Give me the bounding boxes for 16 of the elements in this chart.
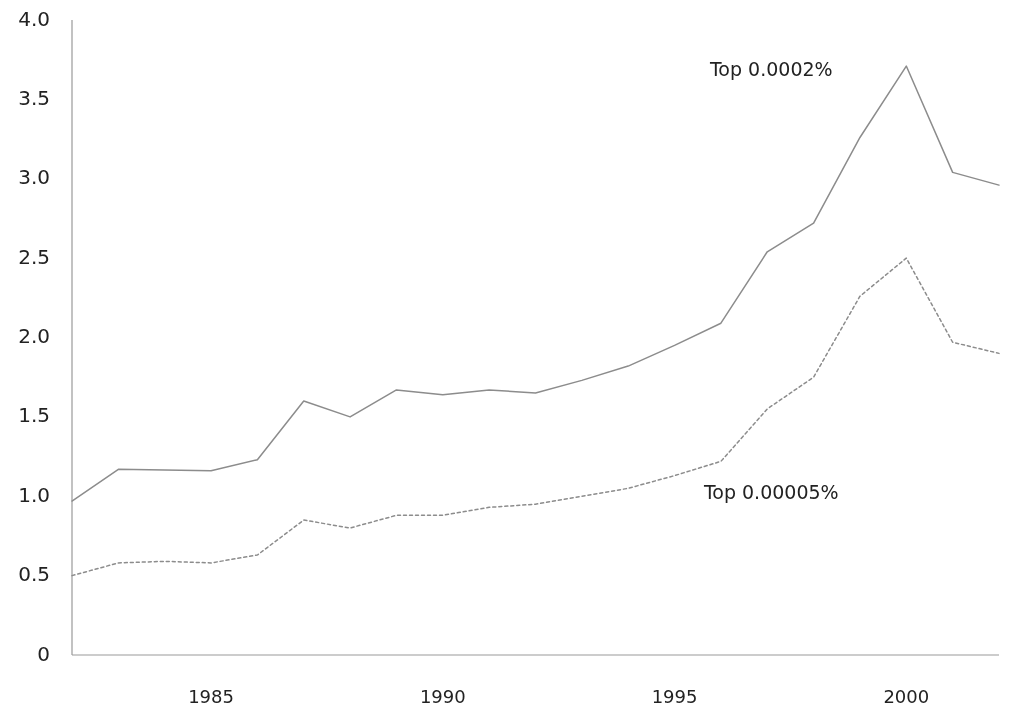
- x-tick-label: 1990: [419, 686, 466, 707]
- y-tick-label: 0: [37, 641, 50, 666]
- y-tick-label: 4.0: [18, 6, 50, 31]
- y-tick-label: 1.5: [18, 403, 50, 428]
- x-tick-label: 1985: [188, 686, 234, 707]
- text: Top 0.0002%: [708, 57, 833, 80]
- y-tick-label: 0.5: [18, 562, 50, 587]
- y-tick-label: 1.0: [18, 482, 50, 507]
- y-tick-label: 2.0: [18, 324, 50, 348]
- x-tick-label: 2000: [883, 686, 930, 707]
- line-series: [71, 257, 1000, 577]
- y-tick-label: 3.0: [18, 165, 50, 190]
- y-tick-label: 2.5: [18, 244, 50, 269]
- y-tick-label: 3.5: [18, 85, 50, 110]
- x-tick-label: 1995: [651, 686, 698, 707]
- series-label: Top 0.00005%: [702, 481, 839, 504]
